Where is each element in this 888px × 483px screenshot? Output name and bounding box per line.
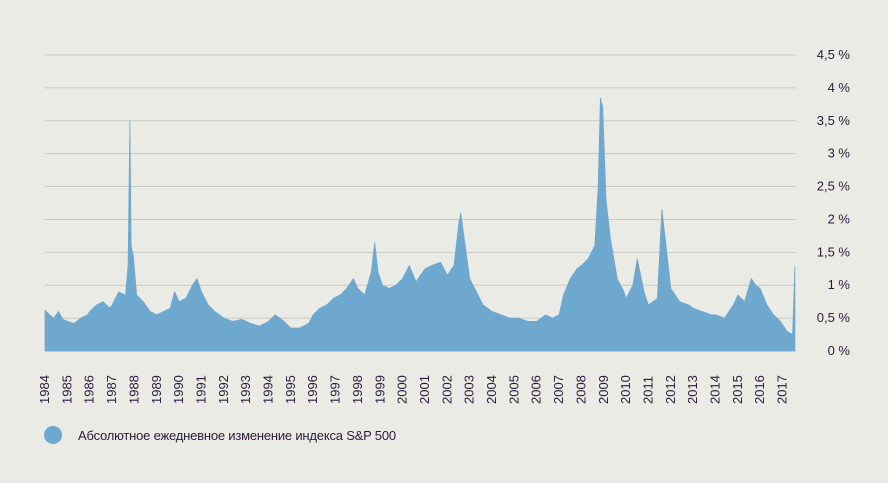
x-tick-label: 2012 [663, 375, 678, 404]
legend: Абсолютное ежедневное изменение индекса … [44, 426, 396, 444]
y-tick-label: 4,5 % [817, 47, 851, 62]
y-tick-label: 4 % [828, 80, 851, 95]
x-tick-label: 2005 [506, 375, 521, 404]
x-tick-label: 2017 [775, 375, 790, 404]
x-tick-label: 1996 [305, 375, 320, 404]
x-tick-label: 2007 [551, 375, 566, 404]
x-tick-label: 1991 [193, 375, 208, 404]
x-tick-label: 1989 [149, 375, 164, 404]
x-tick-label: 2016 [752, 375, 767, 404]
x-tick-label: 1997 [328, 375, 343, 404]
x-axis-labels: 1984 1985 1986 1987 1988 1989 1990 1991 1992 1993… [37, 375, 790, 404]
legend-label: Абсолютное ежедневное изменение индекса … [78, 427, 396, 443]
x-tick-label: 2002 [439, 375, 454, 404]
x-tick-label: 1995 [283, 375, 298, 404]
x-tick-label: 2015 [730, 375, 745, 404]
y-tick-label: 0,5 % [817, 310, 851, 325]
x-tick-label: 2004 [484, 375, 499, 404]
x-tick-label: 2011 [640, 376, 655, 404]
y-tick-label: 2,5 % [817, 179, 851, 194]
y-tick-label: 0 % [828, 343, 851, 358]
x-tick-label: 1993 [238, 375, 253, 404]
x-tick-label: 2008 [573, 375, 588, 404]
x-tick-label: 2003 [462, 375, 477, 404]
x-tick-label: 1987 [104, 375, 119, 404]
legend-marker [44, 426, 62, 444]
y-tick-label: 1 % [828, 277, 851, 292]
x-tick-label: 1986 [82, 375, 97, 404]
y-tick-label: 3,5 % [817, 113, 851, 128]
x-tick-label: 1984 [37, 375, 52, 404]
x-tick-label: 2009 [596, 375, 611, 404]
x-tick-label: 1988 [126, 375, 141, 404]
y-tick-label: 2 % [828, 211, 851, 226]
x-tick-label: 1994 [261, 375, 276, 404]
x-tick-label: 2000 [395, 375, 410, 404]
x-tick-label: 1999 [372, 375, 387, 404]
y-tick-label: 3 % [828, 146, 851, 161]
x-tick-label: 1992 [216, 375, 231, 404]
x-tick-label: 2010 [618, 375, 633, 404]
x-tick-label: 2013 [685, 375, 700, 404]
x-tick-label: 1985 [59, 375, 74, 404]
x-tick-label: 2006 [529, 375, 544, 404]
series-area [44, 97, 796, 352]
x-tick-label: 2001 [417, 375, 432, 404]
x-tick-label: 1990 [171, 375, 186, 404]
y-axis-labels: 0 % 0,5 % 1 % 1,5 % 2 % 2,5 % 3 % 3,5 % 4 % 4,5 % [817, 47, 851, 358]
x-tick-label: 2014 [708, 375, 723, 404]
y-tick-label: 1,5 % [817, 244, 851, 259]
x-tick-label: 1998 [350, 375, 365, 404]
series-path [44, 97, 796, 352]
